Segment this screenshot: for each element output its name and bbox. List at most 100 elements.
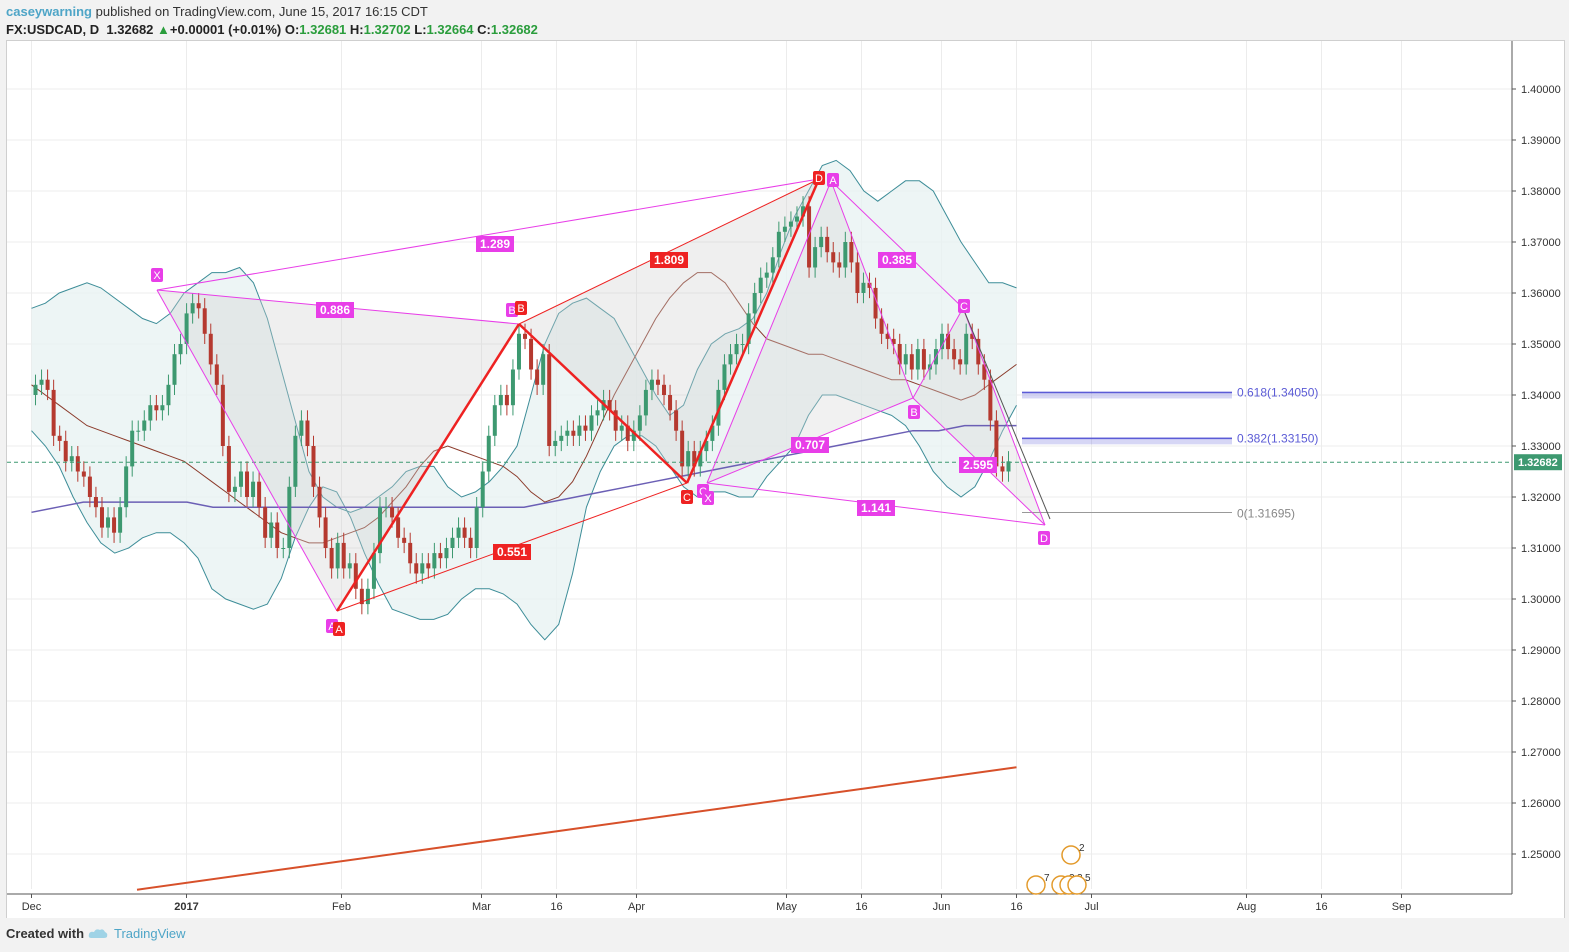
candle-body <box>142 420 147 431</box>
candle-body <box>764 272 769 278</box>
candle-body <box>450 537 455 548</box>
fib-level-band <box>1022 391 1232 399</box>
close-value: 1.32682 <box>490 22 538 37</box>
candle-body <box>305 420 310 446</box>
ratio-label: 0.707 <box>795 438 825 452</box>
y-tick-label: 1.37000 <box>1521 237 1561 249</box>
candle-body <box>952 349 957 360</box>
created-with-text: Created with <box>6 926 85 941</box>
y-tick-label: 1.25000 <box>1521 849 1561 861</box>
candle-body <box>686 451 691 467</box>
candle-body <box>51 389 56 436</box>
candle-body <box>281 548 286 549</box>
candle-body <box>523 333 528 339</box>
candle-body <box>57 435 62 441</box>
candle-body <box>788 221 793 227</box>
pattern-point-box <box>702 491 714 505</box>
ratio-box <box>476 236 514 252</box>
candle-body <box>655 379 660 385</box>
candle-body <box>958 359 963 365</box>
y-tick-label: 1.28000 <box>1521 696 1561 708</box>
y-tick-label: 1.36000 <box>1521 288 1561 300</box>
x-tick-label: Jun <box>933 901 951 913</box>
up-arrow-icon: ▲ <box>157 22 170 37</box>
candle-body <box>311 446 316 487</box>
ratio-label: 0.385 <box>882 253 912 267</box>
pattern-point-label: C <box>960 301 968 313</box>
candle-body <box>160 405 165 411</box>
bollinger-cloud <box>31 160 1017 640</box>
open-value: 1.32681 <box>299 22 347 37</box>
candle-body <box>299 420 304 436</box>
ratio-label: 0.551 <box>497 545 527 559</box>
candle-body <box>631 430 636 441</box>
pattern-point-label: A <box>335 624 343 636</box>
candle-body <box>825 236 830 253</box>
candle-body <box>758 277 763 293</box>
candle-body <box>867 282 872 288</box>
candle-body <box>643 389 648 416</box>
pattern-point-box <box>908 405 920 419</box>
candle-body <box>607 400 612 411</box>
candle-body <box>541 354 546 385</box>
abcd-leg-bc <box>518 323 688 484</box>
candle-body <box>172 354 177 385</box>
candle-body <box>275 522 280 548</box>
chart-area[interactable]: 1.40000 1.39000 1.38000 1.37000 1.36000 1.350… <box>6 40 1565 920</box>
candle-body <box>63 440 68 462</box>
candle-body <box>940 333 945 350</box>
candle-body <box>909 354 914 370</box>
candle-body <box>976 338 981 365</box>
candle-body <box>692 451 697 467</box>
y-tick-label: 1.29000 <box>1521 645 1561 657</box>
tradingview-logo[interactable]: TradingView <box>88 926 186 941</box>
candles <box>33 196 1011 615</box>
pattern2-line-bc <box>912 307 964 399</box>
pattern-fill-xab-2 <box>707 181 913 483</box>
event-count-label: 7 <box>1044 873 1050 884</box>
candle-body <box>559 435 564 441</box>
symbol-name: FX:USDCAD, D <box>6 22 100 37</box>
candle-body <box>794 216 799 222</box>
pattern-point-label: X <box>153 270 161 282</box>
ratio-box <box>650 252 688 268</box>
candle-body <box>112 517 117 533</box>
price-chart[interactable]: 1.40000 1.39000 1.38000 1.37000 1.36000 1.350… <box>7 41 1564 919</box>
candle-body <box>33 384 38 395</box>
pattern-point-box <box>515 301 527 315</box>
projection-line <box>962 307 1051 520</box>
ratio-box <box>316 302 354 318</box>
candle-body <box>269 522 274 538</box>
x-tick-label: May <box>776 901 797 913</box>
ratio-label: 1.809 <box>654 253 684 267</box>
candle-body <box>577 425 582 436</box>
candle-body <box>752 293 757 314</box>
candle-body <box>390 507 395 518</box>
high-label: H: <box>349 22 364 37</box>
candle-body <box>377 507 382 554</box>
x-tick-label: Aug <box>1237 901 1257 913</box>
author-name[interactable]: caseywarning <box>6 4 92 19</box>
x-tick-label: 16 <box>1315 901 1327 913</box>
candle-body <box>341 542 346 569</box>
candle-body <box>371 553 376 589</box>
candle-body <box>365 588 370 605</box>
pattern-fill-bcd <box>519 179 819 483</box>
candle-body <box>226 446 231 492</box>
y-tick-label: 1.26000 <box>1521 798 1561 810</box>
publish-info: caseywarning published on TradingView.co… <box>6 4 428 19</box>
candle-body <box>408 542 413 564</box>
candle-body <box>329 548 334 569</box>
candle-body <box>547 354 552 446</box>
candle-body <box>263 507 268 538</box>
pattern-line-xa <box>156 289 338 612</box>
candle-body <box>740 344 745 345</box>
candle-body <box>746 313 751 344</box>
x-tick-label: Mar <box>472 901 491 913</box>
event-flag-icon <box>1061 845 1081 865</box>
candle-body <box>353 563 358 589</box>
candle-body <box>287 486 292 548</box>
open-label: O: <box>284 22 300 37</box>
candle-body <box>1000 466 1005 472</box>
candle-body <box>184 313 189 344</box>
